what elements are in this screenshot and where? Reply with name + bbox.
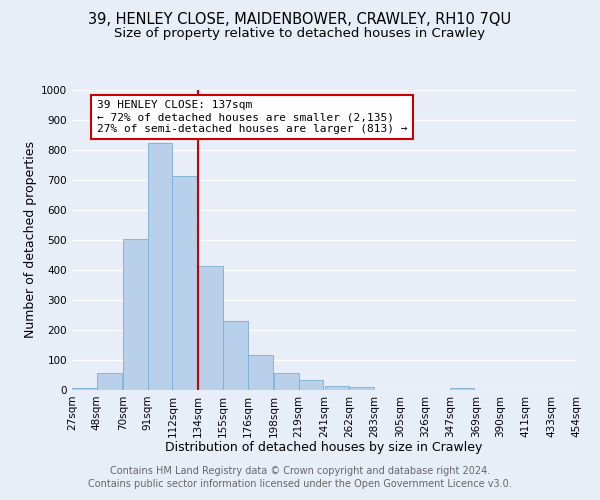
Text: Contains HM Land Registry data © Crown copyright and database right 2024.: Contains HM Land Registry data © Crown c… [110, 466, 490, 476]
Bar [148, 142, 172, 390]
Bar [198, 266, 223, 390]
Text: 39, HENLEY CLOSE, MAIDENBOWER, CRAWLEY, RH10 7QU: 39, HENLEY CLOSE, MAIDENBOWER, CRAWLEY, … [88, 12, 512, 28]
Bar [274, 373, 299, 390]
Text: Size of property relative to detached houses in Crawley: Size of property relative to detached ho… [115, 28, 485, 40]
Text: Contains public sector information licensed under the Open Government Licence v3: Contains public sector information licen… [88, 479, 512, 489]
Bar [97, 373, 122, 390]
Bar [349, 387, 374, 390]
Bar [299, 380, 323, 390]
Bar [450, 388, 475, 390]
Bar [172, 176, 197, 390]
Bar [123, 238, 148, 390]
X-axis label: Distribution of detached houses by size in Crawley: Distribution of detached houses by size … [166, 441, 482, 454]
Y-axis label: Number of detached properties: Number of detached properties [24, 142, 37, 338]
Bar [72, 388, 97, 390]
Bar [248, 354, 272, 390]
Bar [325, 386, 349, 390]
Text: 39 HENLEY CLOSE: 137sqm
← 72% of detached houses are smaller (2,135)
27% of semi: 39 HENLEY CLOSE: 137sqm ← 72% of detache… [97, 100, 407, 134]
Bar [223, 321, 248, 390]
